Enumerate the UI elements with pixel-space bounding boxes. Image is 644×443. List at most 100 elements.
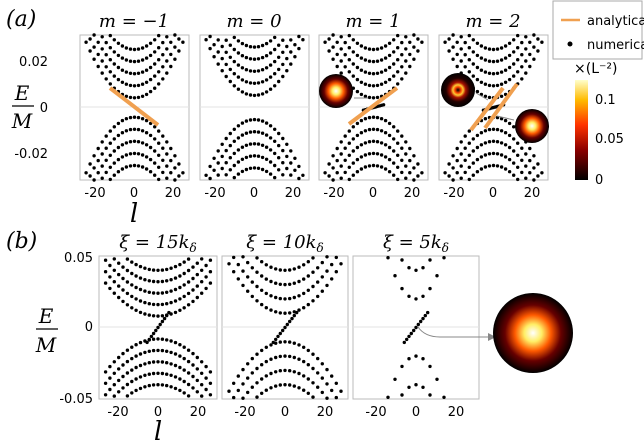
band-point (532, 166, 536, 170)
band-point (260, 55, 265, 60)
band-point (264, 388, 268, 392)
band-point (264, 277, 268, 281)
band-point (130, 391, 134, 395)
band-point (103, 270, 108, 274)
panel-b2-xtick: -20 (234, 405, 255, 420)
band-point (306, 391, 310, 395)
band-point (169, 362, 173, 366)
band-point (273, 163, 277, 168)
band-point (169, 266, 173, 270)
band-point (503, 155, 508, 159)
band-point (491, 72, 496, 76)
band-point (455, 52, 459, 57)
band-point (120, 143, 125, 147)
band-point (117, 284, 121, 288)
band-point (273, 139, 277, 143)
panel-b-ylabel-numerator: E (38, 304, 54, 328)
band-point (120, 68, 125, 72)
band-point (524, 176, 528, 180)
band-point (157, 165, 161, 169)
band-point (371, 59, 376, 64)
band-point (507, 145, 512, 150)
band-point (264, 78, 269, 82)
band-point (138, 340, 143, 345)
band-point (156, 280, 160, 284)
band-point (236, 75, 241, 79)
band-point (491, 163, 496, 168)
band-point (396, 46, 400, 50)
band-point (165, 176, 169, 180)
band-point (516, 58, 520, 62)
edge-state-point (281, 328, 285, 333)
band-point (92, 45, 96, 49)
band-point (495, 83, 500, 88)
edge-state-point (274, 337, 278, 342)
band-point (200, 268, 204, 272)
edge-state-point (156, 325, 160, 330)
band-point (144, 143, 149, 147)
band-point (121, 374, 125, 379)
band-point (108, 387, 112, 392)
band-point (363, 117, 368, 121)
band-point (379, 58, 384, 62)
band-point (147, 372, 151, 376)
band-point (359, 56, 364, 60)
band-point (363, 141, 368, 145)
band-point (412, 154, 416, 158)
band-point (264, 291, 268, 296)
band-point (483, 141, 488, 145)
band-point (467, 165, 471, 169)
band-point (153, 62, 157, 66)
band-point (100, 176, 104, 180)
band-point (351, 50, 355, 54)
band-point (459, 152, 463, 156)
band-point (153, 161, 157, 165)
band-point (128, 47, 133, 51)
band-point (117, 295, 121, 300)
band-point (121, 288, 125, 292)
band-point (311, 381, 315, 385)
band-point (256, 142, 261, 146)
band-point (147, 349, 151, 353)
band-point (148, 89, 153, 94)
band-point (288, 383, 292, 387)
band-point (383, 167, 388, 171)
band-point (383, 155, 388, 159)
band-point (232, 127, 236, 131)
band-point (112, 149, 117, 153)
band-point (103, 381, 108, 385)
band-point (216, 38, 220, 42)
band-point (173, 178, 177, 182)
legend-analytical-label: analytical (587, 14, 644, 29)
band-point (124, 46, 129, 50)
band-point (335, 52, 339, 57)
band-point (512, 50, 516, 54)
band-point (224, 74, 228, 79)
band-point (503, 44, 508, 48)
band-point (302, 306, 306, 310)
band-point (138, 352, 143, 356)
band-point (191, 386, 195, 390)
edge-state-point (278, 331, 282, 336)
band-point (161, 134, 165, 138)
band-point (240, 90, 245, 94)
band-point (503, 68, 508, 72)
edge-state-point (419, 319, 423, 324)
band-point (130, 283, 134, 287)
band-point (241, 382, 245, 386)
band-point (499, 70, 504, 74)
band-point (524, 152, 528, 156)
band-point (325, 283, 329, 288)
band-point (216, 173, 220, 177)
band-point (396, 141, 400, 145)
band-point (255, 381, 259, 385)
panel-a2-dots (204, 34, 305, 181)
band-point (124, 165, 129, 169)
band-point (495, 164, 500, 168)
band-point (371, 139, 376, 143)
band-point (140, 46, 145, 50)
band-point (153, 173, 157, 177)
band-point (503, 131, 508, 135)
band-point (471, 62, 475, 66)
band-point (165, 372, 169, 376)
